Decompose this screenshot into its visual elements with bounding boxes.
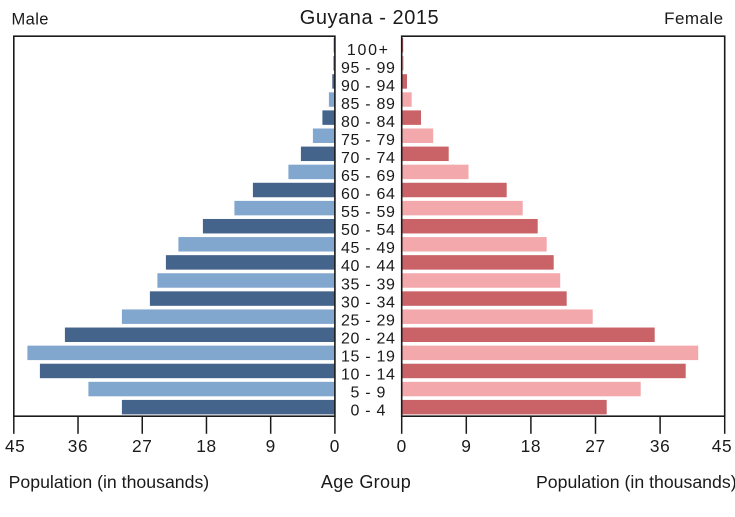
svg-text:70 - 74: 70 - 74 [341,150,396,167]
svg-text:18: 18 [196,436,216,456]
svg-text:90 - 94: 90 - 94 [341,78,396,95]
svg-text:95 - 99: 95 - 99 [341,60,396,77]
svg-text:0: 0 [397,436,407,456]
svg-text:20 - 24: 20 - 24 [341,330,396,347]
svg-text:45: 45 [5,436,25,456]
svg-text:10 - 14: 10 - 14 [341,366,396,383]
svg-text:9: 9 [461,436,471,456]
svg-text:50 - 54: 50 - 54 [341,222,396,239]
svg-text:Guyana - 2015: Guyana - 2015 [300,7,439,29]
svg-text:55 - 59: 55 - 59 [341,204,396,221]
svg-text:100+: 100+ [347,42,390,59]
svg-text:Population (in thousands): Population (in thousands) [9,472,210,492]
svg-text:45 - 49: 45 - 49 [341,240,396,257]
svg-text:80 - 84: 80 - 84 [341,114,396,131]
svg-text:36: 36 [650,436,670,456]
svg-text:85 - 89: 85 - 89 [341,96,396,113]
svg-text:9: 9 [266,436,276,456]
svg-text:Female: Female [664,9,723,28]
svg-text:36: 36 [68,436,88,456]
svg-text:25 - 29: 25 - 29 [341,312,396,329]
svg-text:75 - 79: 75 - 79 [341,132,396,149]
svg-text:5 - 9: 5 - 9 [351,384,387,401]
svg-text:0: 0 [330,436,340,456]
svg-text:18: 18 [521,436,541,456]
svg-text:30 - 34: 30 - 34 [341,294,396,311]
svg-text:Population (in thousands): Population (in thousands) [536,472,735,492]
svg-text:35 - 39: 35 - 39 [341,276,396,293]
svg-text:60 - 64: 60 - 64 [341,186,396,203]
svg-text:27: 27 [132,436,152,456]
svg-text:0 - 4: 0 - 4 [351,403,387,420]
svg-text:15 - 19: 15 - 19 [341,348,396,365]
svg-text:65 - 69: 65 - 69 [341,168,396,185]
svg-text:Male: Male [12,11,49,29]
svg-text:45: 45 [712,436,732,456]
svg-text:40 - 44: 40 - 44 [341,258,396,275]
svg-text:Age Group: Age Group [321,472,411,492]
svg-text:27: 27 [585,436,605,456]
